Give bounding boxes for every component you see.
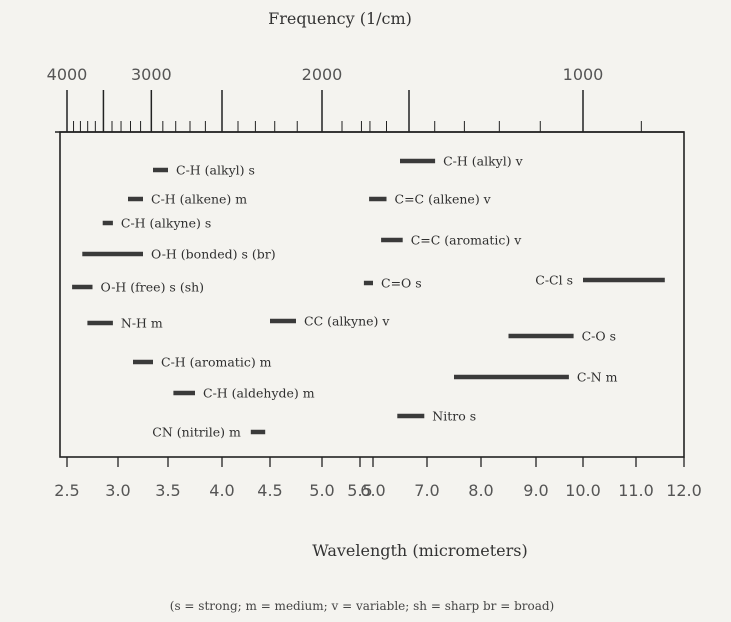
bottom-tick-label: 4.5	[257, 481, 282, 500]
top-tick-label: 3000	[131, 65, 172, 84]
bottom-axis-title: Wavelength (micrometers)	[312, 541, 527, 560]
bottom-tick-label: 11.0	[618, 481, 654, 500]
top-axis-labels: 4000 3000 2000 1000	[47, 65, 604, 84]
footnote: (s = strong; m = medium; v = variable; s…	[170, 599, 554, 613]
absorption-bands: C-H (alkyl) s C-H (alkyl) v C-H (alkene) m…	[72, 154, 665, 440]
band-label: C=C (alkene) v	[395, 192, 492, 207]
top-tick-label: 2000	[302, 65, 343, 84]
bottom-axis-labels: 2.5 3.0 3.5 4.0 4.5 5.0 5.56.0 7.0 8.0 9.0 10.0 11.…	[54, 481, 702, 500]
bottom-tick-label: 3.5	[155, 481, 180, 500]
band-label: Nitro s	[432, 409, 476, 424]
band-label: CC (alkyne) v	[304, 314, 390, 329]
band-label: C-N m	[577, 370, 618, 385]
band-label: CN (nitrile) m	[152, 425, 241, 440]
band-label: C-H (aldehyde) m	[203, 386, 315, 401]
plot-frame	[59, 131, 685, 458]
band-label: C-H (aromatic) m	[161, 355, 272, 370]
band-label: C=O s	[381, 276, 422, 291]
band-label: C-Cl s	[535, 273, 573, 288]
band-label: O-H (bonded) s (br)	[151, 247, 276, 262]
bottom-tick-label: 7.0	[414, 481, 439, 500]
bottom-tick-label: 2.5	[54, 481, 79, 500]
band-label: C-H (alkyl) s	[176, 163, 255, 178]
bottom-tick-label: 6.0	[360, 481, 385, 500]
band-label: C-H (alkyl) v	[443, 154, 523, 169]
band-label: O-H (free) s (sh)	[101, 280, 205, 295]
bottom-axis-ticks	[66, 457, 685, 467]
bottom-tick-label: 12.0	[666, 481, 702, 500]
bottom-tick-label: 9.0	[523, 481, 548, 500]
top-tick-label: 4000	[47, 65, 88, 84]
top-tick-label: 1000	[563, 65, 604, 84]
top-axis-title: Frequency (1/cm)	[268, 9, 412, 28]
band-label: C-H (alkyne) s	[121, 216, 211, 231]
band-label: C=C (aromatic) v	[411, 233, 523, 248]
top-axis-ticks	[66, 90, 642, 132]
bottom-tick-label: 4.0	[209, 481, 234, 500]
bottom-tick-label: 5.0	[309, 481, 334, 500]
bottom-tick-label: 8.0	[468, 481, 493, 500]
bottom-tick-label: 3.0	[105, 481, 130, 500]
band-label: N-H m	[121, 316, 163, 331]
band-label: C-H (alkene) m	[151, 192, 247, 207]
bottom-tick-label: 5.5	[347, 481, 372, 500]
bottom-tick-label: 10.0	[565, 481, 601, 500]
band-label: C-O s	[582, 329, 616, 344]
